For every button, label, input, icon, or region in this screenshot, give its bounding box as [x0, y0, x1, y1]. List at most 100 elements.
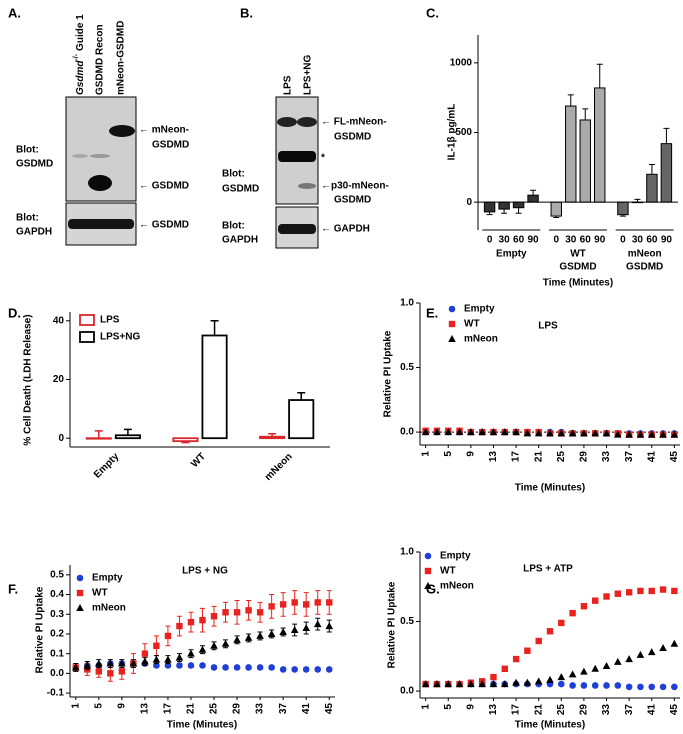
point [568, 429, 577, 437]
bar [259, 435, 286, 440]
point [106, 659, 115, 667]
bar [660, 143, 673, 203]
legend-label: WT [92, 588, 108, 599]
point [625, 683, 633, 691]
bar [483, 201, 496, 213]
point [602, 662, 611, 670]
point [141, 657, 149, 665]
point [421, 428, 430, 436]
lane-label: LPS [283, 75, 294, 95]
point [636, 650, 645, 658]
point [603, 593, 610, 600]
point [489, 428, 498, 436]
point [290, 626, 299, 634]
point [614, 590, 622, 597]
point [129, 659, 138, 667]
point [164, 655, 172, 663]
x-tick-label: 90 [661, 235, 673, 246]
group-label: mNeon [628, 249, 662, 260]
legend-marker [76, 604, 84, 611]
point [176, 622, 183, 630]
point [467, 428, 475, 436]
legend-label: WT [440, 566, 456, 577]
y-axis-label: Relative PI Uptake [383, 330, 394, 417]
point [245, 607, 252, 614]
point [302, 666, 310, 673]
bar [498, 201, 510, 210]
panel-label: C. [426, 5, 439, 20]
point [245, 664, 252, 671]
x-tick-label: 0 [487, 235, 493, 246]
point [603, 682, 610, 689]
y-tick-label: 0.4 [50, 589, 64, 600]
x-tick-label: 13 [488, 704, 499, 716]
band-label: ← GSDMD [139, 181, 189, 192]
point [222, 609, 229, 616]
panel-label: E. [426, 305, 438, 320]
point [625, 655, 633, 663]
blot-label: GSDMD [16, 159, 53, 170]
x-tick-label: 33 [601, 451, 612, 463]
point [534, 677, 543, 685]
point [523, 429, 532, 437]
error-bar [94, 430, 103, 439]
x-tick-label: 45 [669, 704, 680, 716]
y-axis-label: % Cell Death (LDH Release) [23, 314, 34, 445]
point [256, 631, 264, 639]
blot-label: Blot: [222, 221, 245, 232]
point [512, 655, 520, 663]
x-tick-label: WT [189, 451, 208, 470]
point [671, 587, 678, 595]
point [569, 609, 576, 617]
y-tick-label: 0.2 [50, 629, 64, 640]
x-tick-label: Empty [92, 451, 122, 481]
point [325, 622, 334, 630]
point [421, 680, 430, 688]
chart-title: LPS [538, 321, 558, 332]
x-tick-label: 5 [93, 703, 104, 709]
point [512, 428, 520, 436]
point [444, 680, 453, 688]
legend-label: LPS [100, 315, 120, 326]
error-bar [123, 428, 132, 436]
point [267, 629, 276, 637]
blot-panel-a: A. Gsdmd-/- Guide 1 GSDMD Recon mNeon-GSD… [8, 5, 189, 246]
point [614, 430, 622, 438]
point [557, 429, 566, 437]
x-tick-label: 41 [301, 703, 312, 715]
y-tick-label: 1000 [450, 57, 473, 68]
y-tick-label: 0.1 [50, 648, 64, 659]
band [72, 154, 88, 158]
point [291, 599, 298, 606]
point [512, 678, 520, 686]
point [490, 673, 497, 681]
y-tick-label: 0.0 [400, 686, 414, 697]
x-tick-label: 33 [601, 704, 612, 716]
band-label: GSDMD [152, 140, 189, 151]
group-label: GSDMD [559, 262, 596, 273]
x-tick-label: 29 [579, 704, 590, 716]
point [580, 682, 588, 689]
point [500, 428, 509, 436]
x-axis-label: Time (Minutes) [515, 483, 585, 494]
band-label: ← GAPDH [321, 224, 370, 235]
point [569, 682, 576, 689]
bar [512, 201, 525, 209]
band-label: GSDMD [334, 132, 371, 143]
point [637, 683, 644, 691]
point [187, 618, 195, 626]
x-tick-label: 29 [579, 451, 590, 463]
x-tick-label: 21 [186, 703, 197, 715]
error-bar [515, 207, 522, 214]
band [68, 219, 134, 229]
x-tick-label: 41 [646, 451, 657, 463]
band [277, 117, 297, 127]
point [523, 678, 532, 686]
point [558, 619, 565, 627]
blot-label: Blot: [16, 145, 39, 156]
point [535, 637, 542, 645]
chart-title: LPS + ATP [523, 564, 573, 575]
point [591, 429, 600, 437]
point [500, 680, 509, 688]
legend-label: Empty [464, 304, 495, 315]
